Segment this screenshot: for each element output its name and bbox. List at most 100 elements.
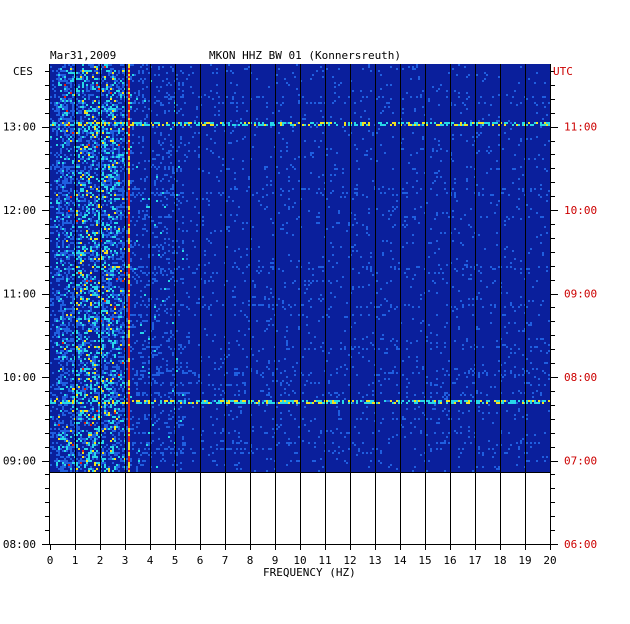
- heat-cell: [122, 344, 124, 346]
- heat-cell: [90, 196, 92, 198]
- heat-cell: [116, 320, 118, 322]
- heat-cell: [80, 336, 82, 338]
- heat-cell: [84, 124, 86, 126]
- heat-cell: [114, 228, 116, 230]
- heat-cell: [196, 302, 198, 304]
- heat-cell: [76, 146, 78, 148]
- heat-cell: [268, 272, 270, 274]
- heat-cell: [162, 192, 164, 194]
- heat-cell: [162, 66, 164, 68]
- heat-cell: [90, 84, 92, 86]
- heat-cell: [266, 184, 268, 186]
- heat-cell: [58, 184, 60, 186]
- heat-cell: [88, 316, 90, 318]
- heat-cell: [360, 306, 362, 308]
- heat-cell: [94, 356, 96, 358]
- heat-cell: [180, 192, 182, 194]
- heat-cell: [94, 220, 96, 222]
- heat-cell: [148, 342, 150, 344]
- heat-cell: [480, 266, 482, 268]
- heat-cell: [58, 330, 60, 332]
- heat-cell: [106, 70, 108, 72]
- heat-cell: [98, 210, 100, 212]
- heat-cell: [118, 144, 120, 146]
- heat-cell: [154, 102, 156, 104]
- heat-cell: [366, 306, 368, 308]
- heat-cell: [80, 242, 82, 244]
- heat-cell: [92, 116, 94, 118]
- heat-cell: [136, 188, 138, 190]
- heat-cell: [284, 358, 286, 360]
- heat-cell: [256, 270, 258, 272]
- heat-cell: [164, 112, 166, 114]
- heat-cell: [128, 194, 130, 196]
- heat-cell: [418, 266, 420, 268]
- heat-cell: [252, 194, 254, 196]
- heat-cell: [308, 262, 310, 264]
- heat-cell: [152, 164, 154, 166]
- heat-cell: [418, 76, 420, 78]
- heat-cell: [320, 346, 322, 348]
- heat-cell: [60, 186, 62, 188]
- heat-cell: [526, 306, 528, 308]
- heat-cell: [104, 120, 106, 122]
- heat-cell: [416, 360, 418, 362]
- heat-cell: [422, 136, 424, 138]
- heat-cell: [128, 340, 130, 342]
- heat-cell: [98, 352, 100, 354]
- heat-cell: [252, 354, 254, 356]
- heat-cell: [312, 74, 314, 76]
- heat-cell: [380, 144, 382, 146]
- heat-cell: [102, 258, 104, 260]
- heat-cell: [366, 336, 368, 338]
- heat-cell: [530, 248, 532, 250]
- heat-cell: [94, 242, 96, 244]
- heat-cell: [516, 104, 518, 106]
- heat-cell: [98, 318, 100, 320]
- heat-cell: [396, 346, 398, 348]
- heat-cell: [114, 122, 116, 124]
- heat-cell: [90, 122, 92, 124]
- heat-cell: [126, 272, 128, 274]
- heat-cell: [76, 184, 78, 186]
- heat-cell: [108, 228, 110, 230]
- heat-cell: [346, 230, 348, 232]
- heat-cell: [58, 106, 60, 108]
- heat-cell: [122, 186, 124, 188]
- heat-cell: [368, 130, 370, 132]
- heat-cell: [508, 138, 510, 140]
- heat-cell: [106, 176, 108, 178]
- heat-cell: [198, 302, 200, 304]
- heat-cell: [84, 216, 86, 218]
- heat-cell: [86, 176, 88, 178]
- heat-cell: [484, 102, 486, 104]
- heat-cell: [104, 358, 106, 360]
- heat-cell: [468, 224, 470, 226]
- heat-cell: [64, 216, 66, 218]
- heat-cell: [380, 192, 382, 194]
- heat-cell: [66, 212, 68, 214]
- heat-cell: [96, 70, 98, 72]
- heat-cell: [380, 74, 382, 76]
- heat-cell: [56, 262, 58, 264]
- heat-cell: [98, 244, 100, 246]
- heat-cell: [204, 254, 206, 256]
- heat-cell: [96, 188, 98, 190]
- heat-cell: [480, 126, 482, 128]
- heat-cell: [146, 64, 148, 66]
- heat-cell: [260, 304, 262, 306]
- heat-cell: [180, 362, 182, 364]
- heat-cell: [358, 168, 360, 170]
- heat-cell: [138, 244, 140, 246]
- heat-cell: [128, 238, 130, 240]
- heat-cell: [162, 142, 164, 144]
- heat-cell: [82, 206, 84, 208]
- heat-cell: [118, 242, 120, 244]
- heat-cell: [104, 164, 106, 166]
- heat-cell: [122, 130, 124, 132]
- heat-cell: [76, 120, 78, 122]
- heat-cell: [420, 96, 422, 98]
- heat-cell: [322, 298, 324, 300]
- heat-cell: [182, 82, 184, 84]
- heat-cell: [60, 90, 62, 92]
